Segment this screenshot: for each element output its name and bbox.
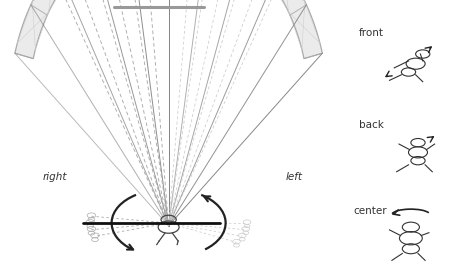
Polygon shape — [15, 0, 323, 59]
Text: right: right — [42, 172, 67, 182]
Text: center: center — [354, 206, 388, 216]
Text: back: back — [359, 120, 383, 130]
Text: front: front — [359, 28, 384, 38]
Text: left: left — [286, 172, 303, 182]
